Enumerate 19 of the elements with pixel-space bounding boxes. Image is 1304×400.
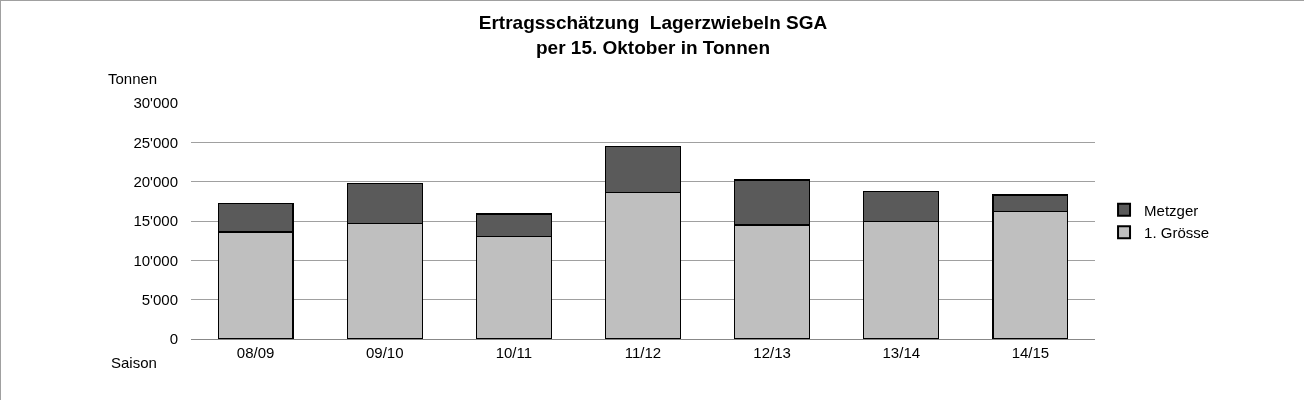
y-tick-label: 10'000 (133, 251, 178, 269)
y-tick-label: 25'000 (133, 133, 178, 151)
y-tick-label: 20'000 (133, 172, 178, 190)
y-tick-label: 0 (169, 330, 178, 348)
x-tick-label: 09/10 (365, 344, 404, 361)
legend-label: Metzger (1144, 201, 1199, 219)
y-axis-title: Tonnen (108, 70, 158, 87)
x-tick-label: 13/14 (882, 344, 921, 361)
x-tick-label: 14/15 (1011, 344, 1050, 361)
y-tick-label: 15'000 (133, 212, 178, 230)
legend-label: 1. Grösse (1144, 224, 1210, 242)
x-tick-label: 12/13 (753, 344, 791, 361)
x-tick-label: 10/11 (495, 344, 533, 361)
chart-title: Ertragsschätzung Lagerzwiebeln SGA per 15. Oktober in Tonnen (478, 12, 828, 58)
x-tick-label: 11/12 (624, 344, 662, 361)
x-axis-title: Saison (111, 354, 157, 371)
y-tick-label: 30'000 (133, 94, 178, 112)
x-tick-label: 08/09 (236, 344, 275, 361)
y-tick-label: 5'000 (141, 290, 178, 308)
